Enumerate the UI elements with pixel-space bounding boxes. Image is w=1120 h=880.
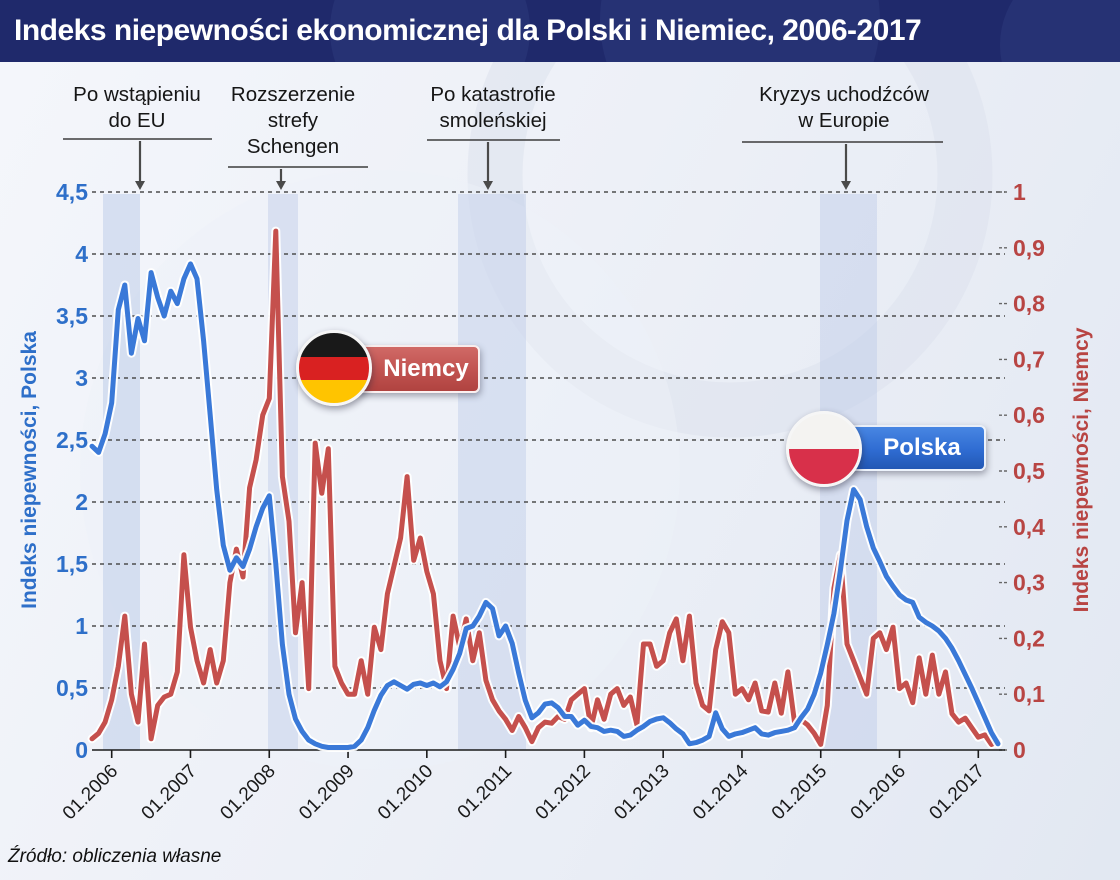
x-axis-tick-label: 01.2008 (216, 761, 279, 824)
left-axis-tick-label: 1,5 (56, 551, 88, 577)
legend-niemcy-label: Niemcy (383, 355, 469, 382)
left-axis-tick-label: 0,5 (56, 675, 88, 701)
germany-flag-icon (296, 330, 372, 406)
right-axis-tick-label: 0,6 (1013, 402, 1045, 428)
left-axis-tick-label: 1 (75, 613, 88, 639)
titlebar-decor-circle (1000, 0, 1120, 62)
event-arrow-head (276, 181, 286, 190)
x-axis-tick-label: 01.2010 (374, 761, 437, 824)
series-polska-line (89, 261, 1001, 750)
left-axis-tick-label: 2,5 (56, 427, 88, 453)
x-axis-tick-label: 01.2014 (689, 760, 753, 824)
right-axis-tick-label: 0,1 (1013, 681, 1045, 707)
watermark-ring (467, 0, 993, 438)
x-axis-tick-label: 01.2015 (768, 761, 831, 824)
right-axis-tick-label: 0,3 (1013, 570, 1045, 596)
event-arrow-head (483, 181, 493, 190)
poland-flag-icon (786, 411, 862, 487)
right-axis-tick-label: 0 (1013, 737, 1026, 763)
left-axis-tick-label: 0 (75, 737, 88, 763)
x-axis-tick-label: 01.2011 (454, 761, 516, 823)
x-axis-tick-label: 01.2006 (59, 761, 122, 824)
legend-polska-label: Polska (883, 434, 961, 461)
event-arrow-head (841, 181, 851, 190)
x-axis-tick-label: 01.2012 (532, 761, 595, 824)
titlebar-decor-circle (330, 0, 530, 62)
x-axis-tick-label: 01.2007 (138, 761, 201, 824)
watermark-circle (80, 170, 680, 770)
x-axis-tick-label: 01.2013 (610, 761, 673, 824)
right-axis-tick-label: 0,8 (1013, 291, 1045, 317)
right-axis-tick-label: 0,9 (1013, 235, 1045, 261)
legend-niemcy-pill: Niemcy (354, 345, 480, 393)
source-note: Źródło: obliczenia własne (8, 846, 222, 867)
left-axis-tick-label: 4,5 (56, 179, 88, 205)
page-title: Indeks niepewności ekonomicznej dla Pols… (14, 14, 922, 47)
chart-background (0, 62, 1120, 880)
x-axis-tick-label: 01.2016 (847, 761, 910, 824)
left-axis-tick-label: 2 (75, 489, 88, 515)
x-axis-tick-label: 01.2009 (295, 761, 358, 824)
title-bar: Indeks niepewności ekonomicznej dla Pols… (0, 0, 1120, 62)
event-arrow-head (135, 181, 145, 190)
right-axis-tick-label: 0,4 (1013, 514, 1045, 540)
titlebar-decor-circle (600, 0, 880, 62)
right-axis-tick-label: 0,7 (1013, 346, 1045, 372)
right-axis-tick-label: 0,2 (1013, 625, 1045, 651)
legend-polska-pill: Polska (844, 425, 986, 471)
left-axis-title: Indeks niepewności, Polska (18, 331, 41, 609)
left-axis-tick-label: 3 (75, 365, 88, 391)
right-axis-title: Indeks niepewności, Niemcy (1070, 327, 1093, 612)
x-axis-tick-label: 01.2017 (925, 761, 988, 824)
left-axis-tick-label: 4 (75, 241, 88, 267)
left-axis-tick-label: 3,5 (56, 303, 88, 329)
right-axis-tick-label: 0,5 (1013, 458, 1045, 484)
series-niemcy-line (89, 228, 1001, 747)
right-axis-tick-label: 1 (1013, 179, 1026, 205)
